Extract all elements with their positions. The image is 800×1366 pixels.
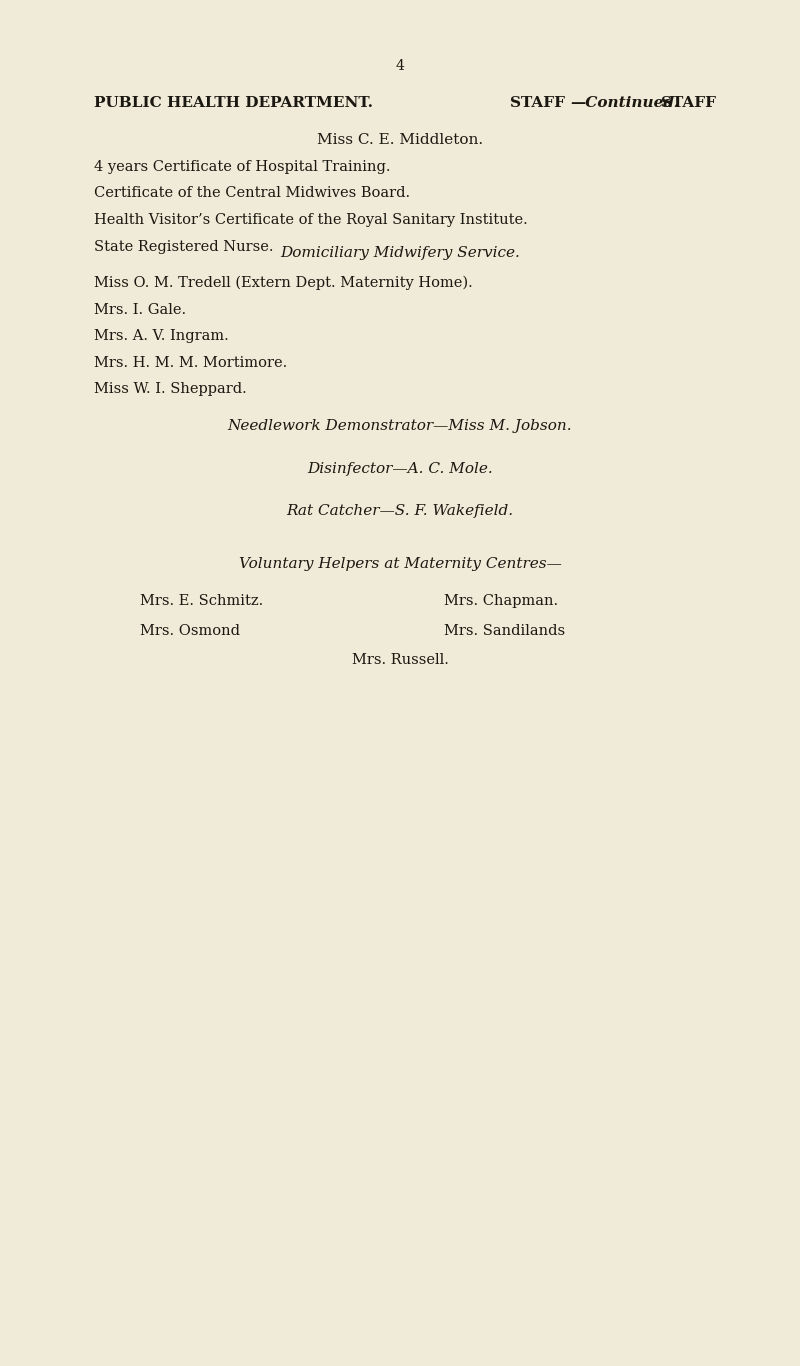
Text: STAFF: STAFF: [661, 96, 716, 109]
Text: —Continued.: —Continued.: [570, 96, 680, 109]
Text: Mrs. Osmond: Mrs. Osmond: [140, 624, 240, 638]
Text: Miss C. E. Middleton.: Miss C. E. Middleton.: [317, 133, 483, 146]
Text: Domiciliary Midwifery Service.: Domiciliary Midwifery Service.: [280, 246, 520, 260]
Text: Mrs. I. Gale.: Mrs. I. Gale.: [94, 302, 186, 317]
Text: Certificate of the Central Midwives Board.: Certificate of the Central Midwives Boar…: [94, 186, 410, 201]
Text: STAFF: STAFF: [510, 96, 566, 109]
Text: Needlework Demonstrator—Miss M. Jobson.: Needlework Demonstrator—Miss M. Jobson.: [228, 419, 572, 433]
Text: Health Visitor’s Certificate of the Royal Sanitary Institute.: Health Visitor’s Certificate of the Roya…: [94, 213, 528, 227]
Text: Mrs. Russell.: Mrs. Russell.: [351, 653, 449, 667]
Text: Rat Catcher—S. F. Wakefield.: Rat Catcher—S. F. Wakefield.: [286, 504, 514, 518]
Text: Disinfector—A. C. Mole.: Disinfector—A. C. Mole.: [307, 462, 493, 475]
Text: Mrs. A. V. Ingram.: Mrs. A. V. Ingram.: [94, 329, 229, 343]
Text: 4 years Certificate of Hospital Training.: 4 years Certificate of Hospital Training…: [94, 160, 391, 173]
Text: Mrs. E. Schmitz.: Mrs. E. Schmitz.: [140, 594, 263, 608]
Text: PUBLIC HEALTH DEPARTMENT.: PUBLIC HEALTH DEPARTMENT.: [94, 96, 374, 109]
Text: Voluntary Helpers at Maternity Centres—: Voluntary Helpers at Maternity Centres—: [238, 557, 562, 571]
Text: State Registered Nurse.: State Registered Nurse.: [94, 240, 274, 254]
Text: Mrs. Chapman.: Mrs. Chapman.: [444, 594, 558, 608]
Text: Miss W. I. Sheppard.: Miss W. I. Sheppard.: [94, 382, 247, 396]
Text: 4: 4: [395, 59, 405, 72]
Text: Mrs. H. M. M. Mortimore.: Mrs. H. M. M. Mortimore.: [94, 355, 288, 370]
Text: Mrs. Sandilands: Mrs. Sandilands: [444, 624, 565, 638]
Text: Miss O. M. Tredell (Extern Dept. Maternity Home).: Miss O. M. Tredell (Extern Dept. Materni…: [94, 276, 473, 291]
